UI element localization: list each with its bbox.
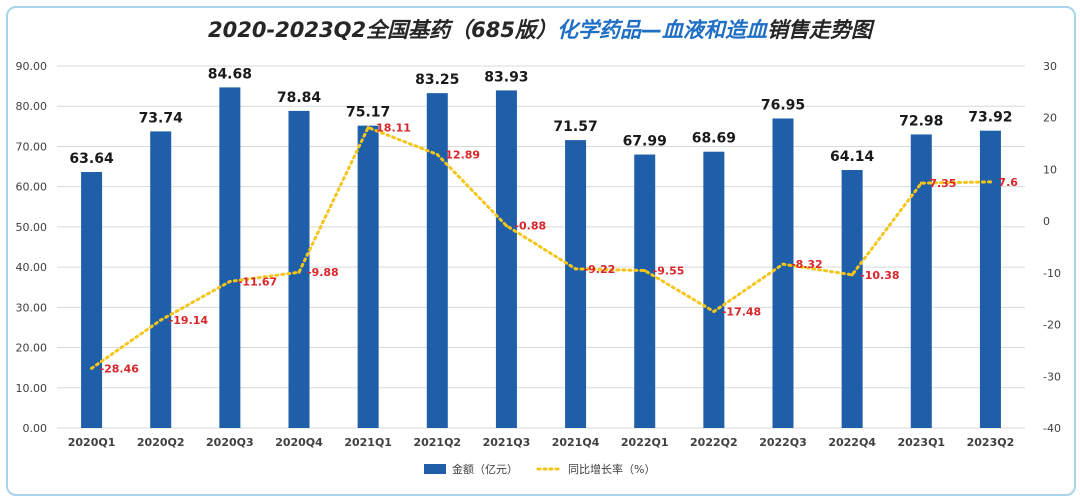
category-label: 2021Q2 xyxy=(413,436,461,449)
chart-title-part2: 化学药品—血液和造血 xyxy=(556,18,767,42)
bar-value-label: 83.93 xyxy=(484,69,528,85)
growth-value-label: -28.46 xyxy=(100,362,140,375)
bar-value-label: 72.98 xyxy=(899,113,943,129)
left-axis-tick: 20.00 xyxy=(16,342,48,355)
bar-value-label: 71.57 xyxy=(553,119,597,135)
right-axis-tick: -10 xyxy=(1043,267,1061,280)
left-axis-tick: 30.00 xyxy=(16,301,48,314)
growth-value-label: -10.38 xyxy=(860,269,899,282)
growth-value-label: -11.67 xyxy=(238,275,277,288)
growth-point xyxy=(504,224,508,228)
category-label: 2021Q1 xyxy=(344,436,392,449)
category-label: 2020Q4 xyxy=(275,436,323,449)
category-label: 2022Q3 xyxy=(759,436,807,449)
right-axis-tick: -40 xyxy=(1043,422,1061,435)
right-axis-tick: 20 xyxy=(1043,112,1057,125)
growth-point xyxy=(574,267,578,271)
legend-bar-label: 金额（亿元） xyxy=(452,462,518,476)
bar xyxy=(495,90,517,428)
growth-value-label: 18.11 xyxy=(376,121,411,134)
growth-value-label: 7.35 xyxy=(929,177,956,190)
category-label: 2021Q3 xyxy=(483,436,531,449)
right-axis-tick: 10 xyxy=(1043,163,1057,176)
bar-value-label: 83.25 xyxy=(415,72,459,88)
bar xyxy=(357,125,379,428)
category-label: 2023Q1 xyxy=(897,436,945,449)
right-axis-tick: -30 xyxy=(1043,370,1061,383)
growth-line xyxy=(90,125,992,370)
category-label: 2023Q2 xyxy=(967,436,1015,449)
growth-point xyxy=(643,269,647,273)
bar-value-label: 84.68 xyxy=(208,66,252,82)
bar-value-label: 76.95 xyxy=(761,97,805,113)
left-axis-tick: 40.00 xyxy=(16,261,48,274)
bar xyxy=(703,151,725,428)
bar xyxy=(910,134,932,428)
bar xyxy=(426,93,448,429)
category-label: 2020Q3 xyxy=(206,436,254,449)
bar-value-label: 68.69 xyxy=(692,131,736,147)
left-axis-tick: 10.00 xyxy=(16,382,48,395)
right-axis-tick: -20 xyxy=(1043,319,1061,332)
growth-value-label: -0.88 xyxy=(514,220,546,233)
growth-value-label: -9.88 xyxy=(307,266,339,279)
chart-frame xyxy=(6,6,1076,496)
left-axis-tick: 90.00 xyxy=(16,60,48,73)
growth-point xyxy=(366,125,370,129)
left-axis-tick: 0.00 xyxy=(23,422,48,435)
growth-point xyxy=(850,273,854,277)
growth-value-label: 7.6 xyxy=(998,176,1018,189)
growth-point xyxy=(712,310,716,314)
bar xyxy=(772,118,794,429)
bar xyxy=(634,154,656,428)
chart-title: 2020-2023Q2全国基药（685版）化学药品—血液和造血销售走势图 xyxy=(0,14,1080,44)
bar-value-label: 73.92 xyxy=(968,110,1012,126)
growth-point xyxy=(781,262,785,266)
bar-value-label: 67.99 xyxy=(623,134,667,150)
growth-point xyxy=(228,279,232,283)
growth-point xyxy=(919,181,923,185)
bar xyxy=(219,87,241,428)
category-label: 2022Q4 xyxy=(828,436,876,449)
bar-value-label: 75.17 xyxy=(346,105,390,121)
left-axis-tick: 80.00 xyxy=(16,100,48,113)
bar-value-label: 78.84 xyxy=(277,90,322,106)
category-label: 2022Q2 xyxy=(690,436,738,449)
left-axis-tick: 70.00 xyxy=(16,140,48,153)
left-axis-tick: 50.00 xyxy=(16,221,48,234)
growth-value-label: -9.55 xyxy=(653,265,685,278)
growth-value-label: -8.32 xyxy=(791,258,823,271)
bar xyxy=(979,130,1001,428)
growth-value-label: -17.48 xyxy=(722,306,761,319)
growth-point xyxy=(159,318,163,322)
chart-title-part3: 销售走势图 xyxy=(766,18,872,42)
category-label: 2020Q1 xyxy=(68,436,116,449)
bar xyxy=(81,172,103,428)
bar-value-label: 64.14 xyxy=(830,149,875,165)
growth-point xyxy=(90,366,94,370)
category-label: 2021Q4 xyxy=(552,436,600,449)
bar xyxy=(841,170,863,429)
category-label: 2022Q1 xyxy=(621,436,669,449)
category-label: 2020Q2 xyxy=(137,436,185,449)
bar xyxy=(150,131,172,428)
right-axis-tick: 30 xyxy=(1043,60,1057,73)
bar-value-label: 63.64 xyxy=(69,151,114,167)
growth-value-label: -9.22 xyxy=(584,263,616,276)
left-axis-tick: 60.00 xyxy=(16,181,48,194)
growth-value-label: -19.14 xyxy=(169,314,209,327)
bar xyxy=(565,140,587,428)
right-axis-tick: 0 xyxy=(1043,215,1050,228)
growth-point xyxy=(435,152,439,156)
bar-value-label: 73.74 xyxy=(139,110,184,126)
legend-line-label: 同比增长率（%） xyxy=(568,462,655,476)
chart-title-part1: 2020-2023Q2全国基药（685版） xyxy=(208,18,557,42)
growth-point xyxy=(297,270,301,274)
growth-value-label: 12.89 xyxy=(445,148,480,161)
legend-bar-swatch xyxy=(424,464,446,474)
growth-point xyxy=(988,180,992,184)
